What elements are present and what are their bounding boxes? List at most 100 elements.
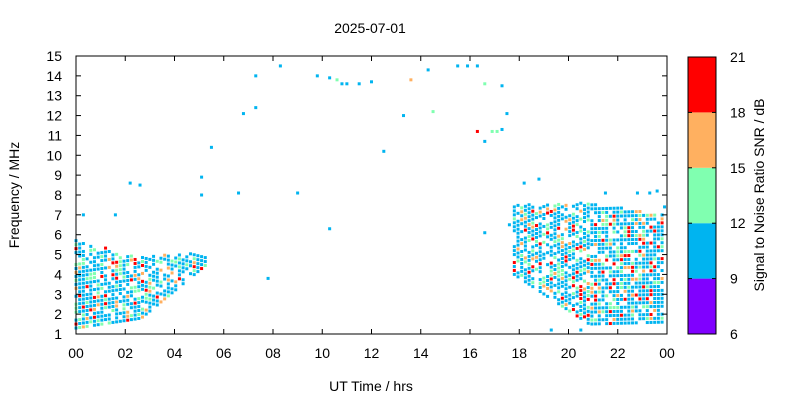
data-point bbox=[137, 265, 141, 269]
data-point bbox=[538, 214, 542, 218]
data-point bbox=[144, 288, 148, 292]
data-point bbox=[627, 257, 631, 261]
data-point bbox=[660, 269, 664, 273]
data-point bbox=[196, 258, 200, 262]
data-point bbox=[627, 293, 631, 297]
data-point bbox=[634, 249, 638, 253]
data-point bbox=[181, 282, 185, 286]
data-point bbox=[542, 213, 546, 217]
data-point bbox=[583, 247, 587, 251]
data-point bbox=[635, 191, 639, 195]
data-point bbox=[564, 215, 568, 219]
data-point bbox=[126, 278, 130, 282]
data-point bbox=[549, 213, 553, 217]
data-point bbox=[649, 217, 653, 221]
data-point bbox=[590, 282, 594, 286]
data-point bbox=[163, 293, 167, 297]
data-point bbox=[634, 257, 638, 261]
data-point bbox=[575, 207, 579, 211]
data-point bbox=[89, 260, 93, 264]
data-point bbox=[627, 277, 631, 281]
x-tick-label: 20 bbox=[561, 345, 577, 361]
data-point bbox=[619, 270, 623, 274]
data-point bbox=[616, 274, 620, 278]
data-point bbox=[645, 253, 649, 257]
data-point bbox=[426, 68, 430, 72]
data-point bbox=[96, 279, 100, 283]
data-point bbox=[85, 316, 89, 320]
data-point bbox=[133, 257, 137, 261]
data-point bbox=[605, 266, 609, 270]
data-point bbox=[527, 282, 531, 286]
data-point bbox=[542, 252, 546, 256]
data-point bbox=[538, 230, 542, 234]
data-point bbox=[85, 301, 89, 305]
data-point bbox=[118, 311, 122, 315]
data-point bbox=[571, 248, 575, 252]
data-point bbox=[152, 254, 156, 258]
data-point bbox=[605, 258, 609, 262]
data-point bbox=[133, 297, 137, 301]
data-point bbox=[516, 211, 520, 215]
data-point bbox=[557, 290, 561, 294]
data-point bbox=[560, 217, 564, 221]
data-point bbox=[96, 303, 100, 307]
data-point bbox=[642, 241, 646, 245]
data-point bbox=[608, 222, 612, 226]
data-point bbox=[623, 273, 627, 277]
data-point bbox=[660, 217, 664, 221]
data-point bbox=[140, 260, 144, 264]
data-point bbox=[656, 249, 660, 253]
data-point bbox=[660, 304, 664, 308]
data-point bbox=[612, 321, 616, 325]
data-point bbox=[531, 245, 535, 249]
data-point bbox=[538, 286, 542, 290]
data-point bbox=[152, 298, 156, 302]
data-point bbox=[107, 301, 111, 305]
data-point bbox=[516, 251, 520, 255]
data-point bbox=[571, 280, 575, 284]
data-point bbox=[78, 254, 82, 258]
data-point bbox=[605, 314, 609, 318]
data-point bbox=[81, 313, 85, 317]
data-point bbox=[553, 232, 557, 236]
data-point bbox=[85, 269, 89, 273]
data-point bbox=[81, 253, 85, 257]
data-point bbox=[608, 250, 612, 254]
data-point bbox=[583, 311, 587, 315]
data-point bbox=[181, 262, 185, 266]
data-point bbox=[564, 307, 568, 311]
data-point bbox=[579, 308, 583, 312]
data-point bbox=[129, 274, 133, 278]
data-point bbox=[553, 208, 557, 212]
data-point bbox=[144, 308, 148, 312]
data-point bbox=[542, 224, 546, 228]
x-axis-label: UT Time / hrs bbox=[329, 378, 413, 394]
data-point bbox=[619, 258, 623, 262]
data-point bbox=[100, 270, 104, 274]
data-point bbox=[107, 281, 111, 285]
data-point bbox=[631, 293, 635, 297]
data-point bbox=[170, 291, 174, 295]
data-point bbox=[583, 291, 587, 295]
data-point bbox=[546, 227, 550, 231]
data-point bbox=[560, 237, 564, 241]
data-point bbox=[534, 239, 538, 243]
data-point bbox=[531, 229, 535, 233]
data-point bbox=[538, 270, 542, 274]
x-tick-label: 00 bbox=[68, 345, 84, 361]
data-point bbox=[89, 252, 93, 256]
data-point bbox=[155, 299, 159, 303]
data-point bbox=[616, 222, 620, 226]
data-point bbox=[78, 298, 82, 302]
data-point bbox=[133, 265, 137, 269]
data-point bbox=[656, 320, 660, 324]
data-point bbox=[512, 229, 516, 233]
data-point bbox=[645, 301, 649, 305]
data-point bbox=[78, 302, 82, 306]
data-point bbox=[115, 288, 119, 292]
data-point bbox=[78, 306, 82, 310]
data-point bbox=[516, 259, 520, 263]
data-point bbox=[531, 233, 535, 237]
data-point bbox=[192, 253, 196, 257]
